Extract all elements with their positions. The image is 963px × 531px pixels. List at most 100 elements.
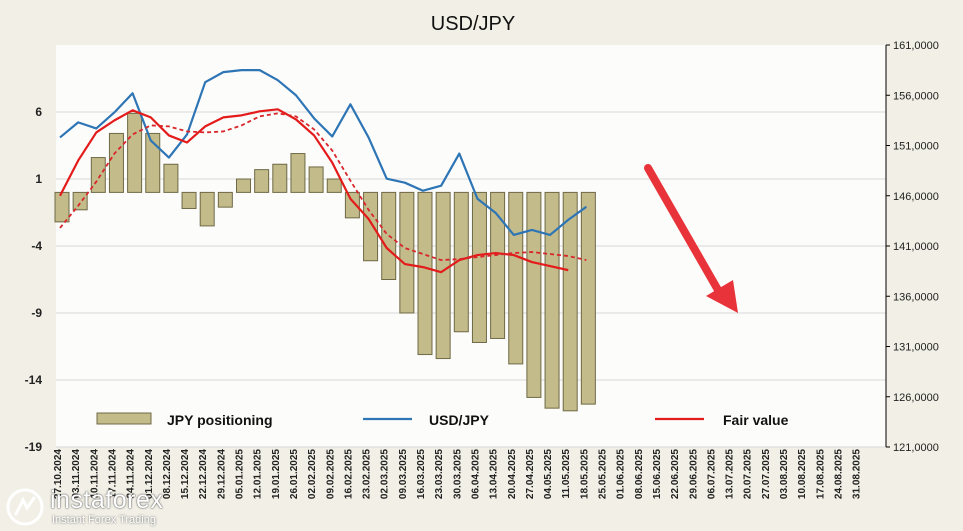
x-tick-label: 22.06.2025 [670, 449, 681, 499]
y-left-tick-label: -14 [25, 373, 43, 387]
x-tick-label: 01.06.2025 [616, 449, 627, 499]
chart-title: USD/JPY [431, 13, 515, 35]
positioning-bar [199, 191, 215, 227]
positioning-bar [580, 191, 596, 405]
positioning-bars [54, 112, 596, 412]
x-tick-label: 13.07.2025 [725, 449, 736, 499]
positioning-bar [217, 191, 233, 208]
y-right-tick-label: 136,0000 [893, 291, 939, 303]
positioning-bar [544, 191, 560, 409]
x-tick-label: 09.03.2025 [398, 449, 409, 499]
x-tick-label: 15.06.2025 [652, 449, 663, 499]
y-right-tick-label: 146,0000 [893, 191, 939, 203]
x-tick-label: 25.05.2025 [598, 449, 609, 499]
x-tick-label: 27.07.2025 [761, 449, 772, 499]
x-tick-label: 24.08.2025 [833, 449, 844, 499]
x-tick-label: 08.12.2024 [162, 449, 173, 499]
positioning-bar [526, 191, 542, 398]
x-tick-label: 03.08.2025 [779, 449, 790, 499]
x-tick-label: 22.12.2024 [198, 449, 209, 499]
positioning-bar [290, 153, 306, 193]
x-tick-label: 11.05.2025 [561, 449, 572, 499]
series-line-fair-value [59, 108, 569, 274]
positioning-bar [108, 132, 124, 193]
y-axis-right: 161,0000 156,0000 151,0000 146,0000 141,0000… [886, 40, 939, 454]
positioning-bar [471, 191, 487, 343]
positioning-bar [163, 163, 179, 193]
y-right-tick-label: 156,0000 [893, 90, 939, 102]
positioning-bar [254, 169, 270, 193]
series-line-usd-jpy [59, 69, 587, 237]
positioning-bar [490, 191, 506, 339]
x-tick-label: 20.07.2025 [743, 449, 754, 499]
positioning-bar [562, 191, 578, 412]
x-tick-label: 06.07.2025 [706, 449, 717, 499]
positioning-bar [399, 191, 415, 314]
series-line-fair-value-avg- [59, 112, 587, 261]
y-left-tick-label: -9 [31, 306, 42, 320]
watermark-name: instaforex [50, 486, 164, 514]
projection-arrow [644, 164, 738, 313]
positioning-bar [236, 178, 251, 193]
x-tick-label: 05.01.2025 [235, 449, 246, 499]
x-tick-label: 06.04.2025 [470, 449, 481, 499]
y-right-tick-label: 126,0000 [893, 392, 939, 404]
x-tick-label: 29.06.2025 [688, 449, 699, 499]
y-right-tick-label: 151,0000 [893, 141, 939, 153]
x-tick-label: 27.10.2024 [53, 449, 64, 499]
x-tick-label: 31.08.2025 [852, 449, 863, 499]
x-tick-label: 08.06.2025 [634, 449, 645, 499]
positioning-bar [508, 191, 524, 365]
x-tick-label: 12.01.2025 [253, 449, 264, 499]
positioning-bar [344, 191, 360, 219]
y-right-tick-label: 161,0000 [893, 40, 939, 52]
legend-label-fair-value: Fair value [723, 412, 789, 428]
x-tick-label: 19.01.2025 [271, 449, 282, 499]
positioning-bar [90, 157, 106, 193]
y-right-tick-label: 141,0000 [893, 241, 939, 253]
x-tick-label: 16.02.2025 [343, 449, 354, 499]
x-tick-label: 10.08.2025 [797, 449, 808, 499]
x-tick-label: 30.03.2025 [452, 449, 463, 499]
positioning-bar [181, 191, 197, 209]
positioning-bar [417, 191, 433, 356]
y-left-tick-label: -4 [31, 239, 42, 253]
legend-swatch-positioning [96, 412, 152, 425]
x-tick-label: 15.12.2024 [180, 449, 191, 499]
x-tick-label: 13.04.2025 [489, 449, 500, 499]
y-right-tick-label: 131,0000 [893, 342, 939, 354]
x-tick-label: 17.11.2024 [107, 449, 118, 499]
positioning-bar [272, 163, 288, 193]
y-left-tick-label: 6 [35, 105, 42, 119]
x-tick-label: 02.03.2025 [380, 449, 391, 499]
x-tick-label: 23.03.2025 [434, 449, 445, 499]
x-tick-label: 17.08.2025 [815, 449, 826, 499]
positioning-bar [127, 112, 143, 193]
x-tick-label: 09.02.2025 [325, 449, 336, 499]
instaforex-logo-icon [6, 488, 44, 526]
y-right-tick-label: 121,0000 [893, 442, 939, 454]
positioning-bar [145, 132, 161, 193]
x-tick-label: 26.01.2025 [289, 449, 300, 499]
x-tick-label: 18.05.2025 [579, 449, 590, 499]
positioning-bar [72, 191, 88, 211]
positioning-bar [54, 191, 70, 223]
x-axis: 27.10.2024 03.11.2024 10.11.2024 17.11.2024… [53, 449, 863, 499]
legend-label-positioning: JPY positioning [167, 412, 273, 428]
legend: JPY positioning USD/JPY Fair value [96, 412, 789, 428]
x-tick-label: 04.05.2025 [543, 449, 554, 499]
y-axis-left: 6 1 -4 -9 -14 -19 [25, 105, 43, 454]
watermark: instaforex Instant Forex Trading [6, 486, 206, 528]
x-tick-label: 16.03.2025 [416, 449, 427, 499]
x-tick-label: 29.12.2024 [216, 449, 227, 499]
x-tick-label: 23.02.2025 [362, 449, 373, 499]
positioning-bar [326, 178, 342, 193]
x-tick-label: 24.11.2024 [126, 449, 137, 499]
series-lines [59, 69, 587, 274]
x-tick-label: 10.11.2024 [89, 449, 100, 499]
y-left-tick-label: -19 [25, 440, 43, 454]
positioning-bar [363, 191, 379, 262]
x-tick-label: 01.12.2024 [144, 449, 155, 499]
watermark-tagline: Instant Forex Trading [52, 514, 156, 526]
